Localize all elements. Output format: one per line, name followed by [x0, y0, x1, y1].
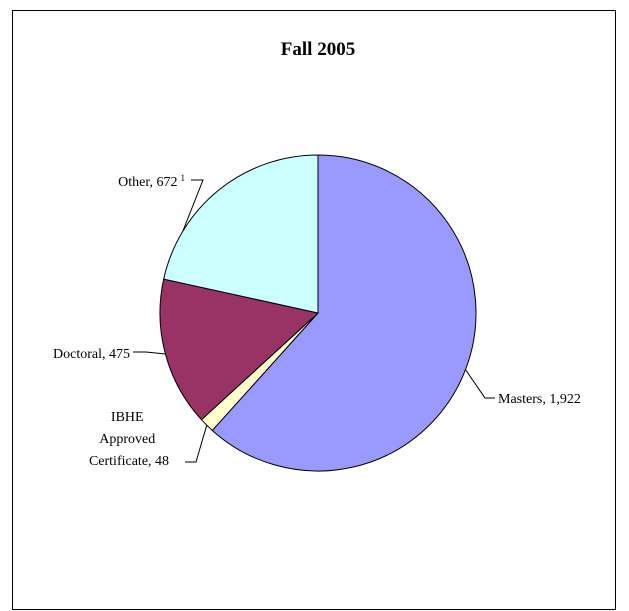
data-label-masters: Masters, 1,922 — [498, 392, 581, 407]
data-label-line: IBHE — [111, 410, 144, 425]
pie-slice-doctoral — [159, 278, 320, 421]
data-label-ibhe-approved-certificate: IBHE Approved Certificate, 48 — [89, 410, 169, 469]
data-label-other-text: Other, 672 — [118, 175, 177, 190]
chart-area: Fall 2005 Masters, 1,922 IBHE Approved C… — [12, 10, 616, 610]
footnote-marker: 1 — [181, 173, 186, 183]
leader-line-other — [182, 179, 204, 232]
pie-slice-masters — [211, 154, 477, 472]
chart-title: Fall 2005 — [281, 39, 355, 60]
data-label-other: Other, 672 1 — [118, 173, 185, 190]
leader-line-masters — [465, 369, 495, 399]
data-label-line: Certificate, 48 — [89, 454, 169, 469]
data-label-line: Approved — [99, 432, 155, 447]
pie-chart: Fall 2005 Masters, 1,922 IBHE Approved C… — [53, 39, 581, 472]
leader-line-ibhe-approved-certificate — [185, 425, 208, 463]
data-label-doctoral: Doctoral, 475 — [53, 347, 130, 362]
leader-line-doctoral — [133, 351, 166, 355]
pie-slice-other — [163, 154, 319, 314]
